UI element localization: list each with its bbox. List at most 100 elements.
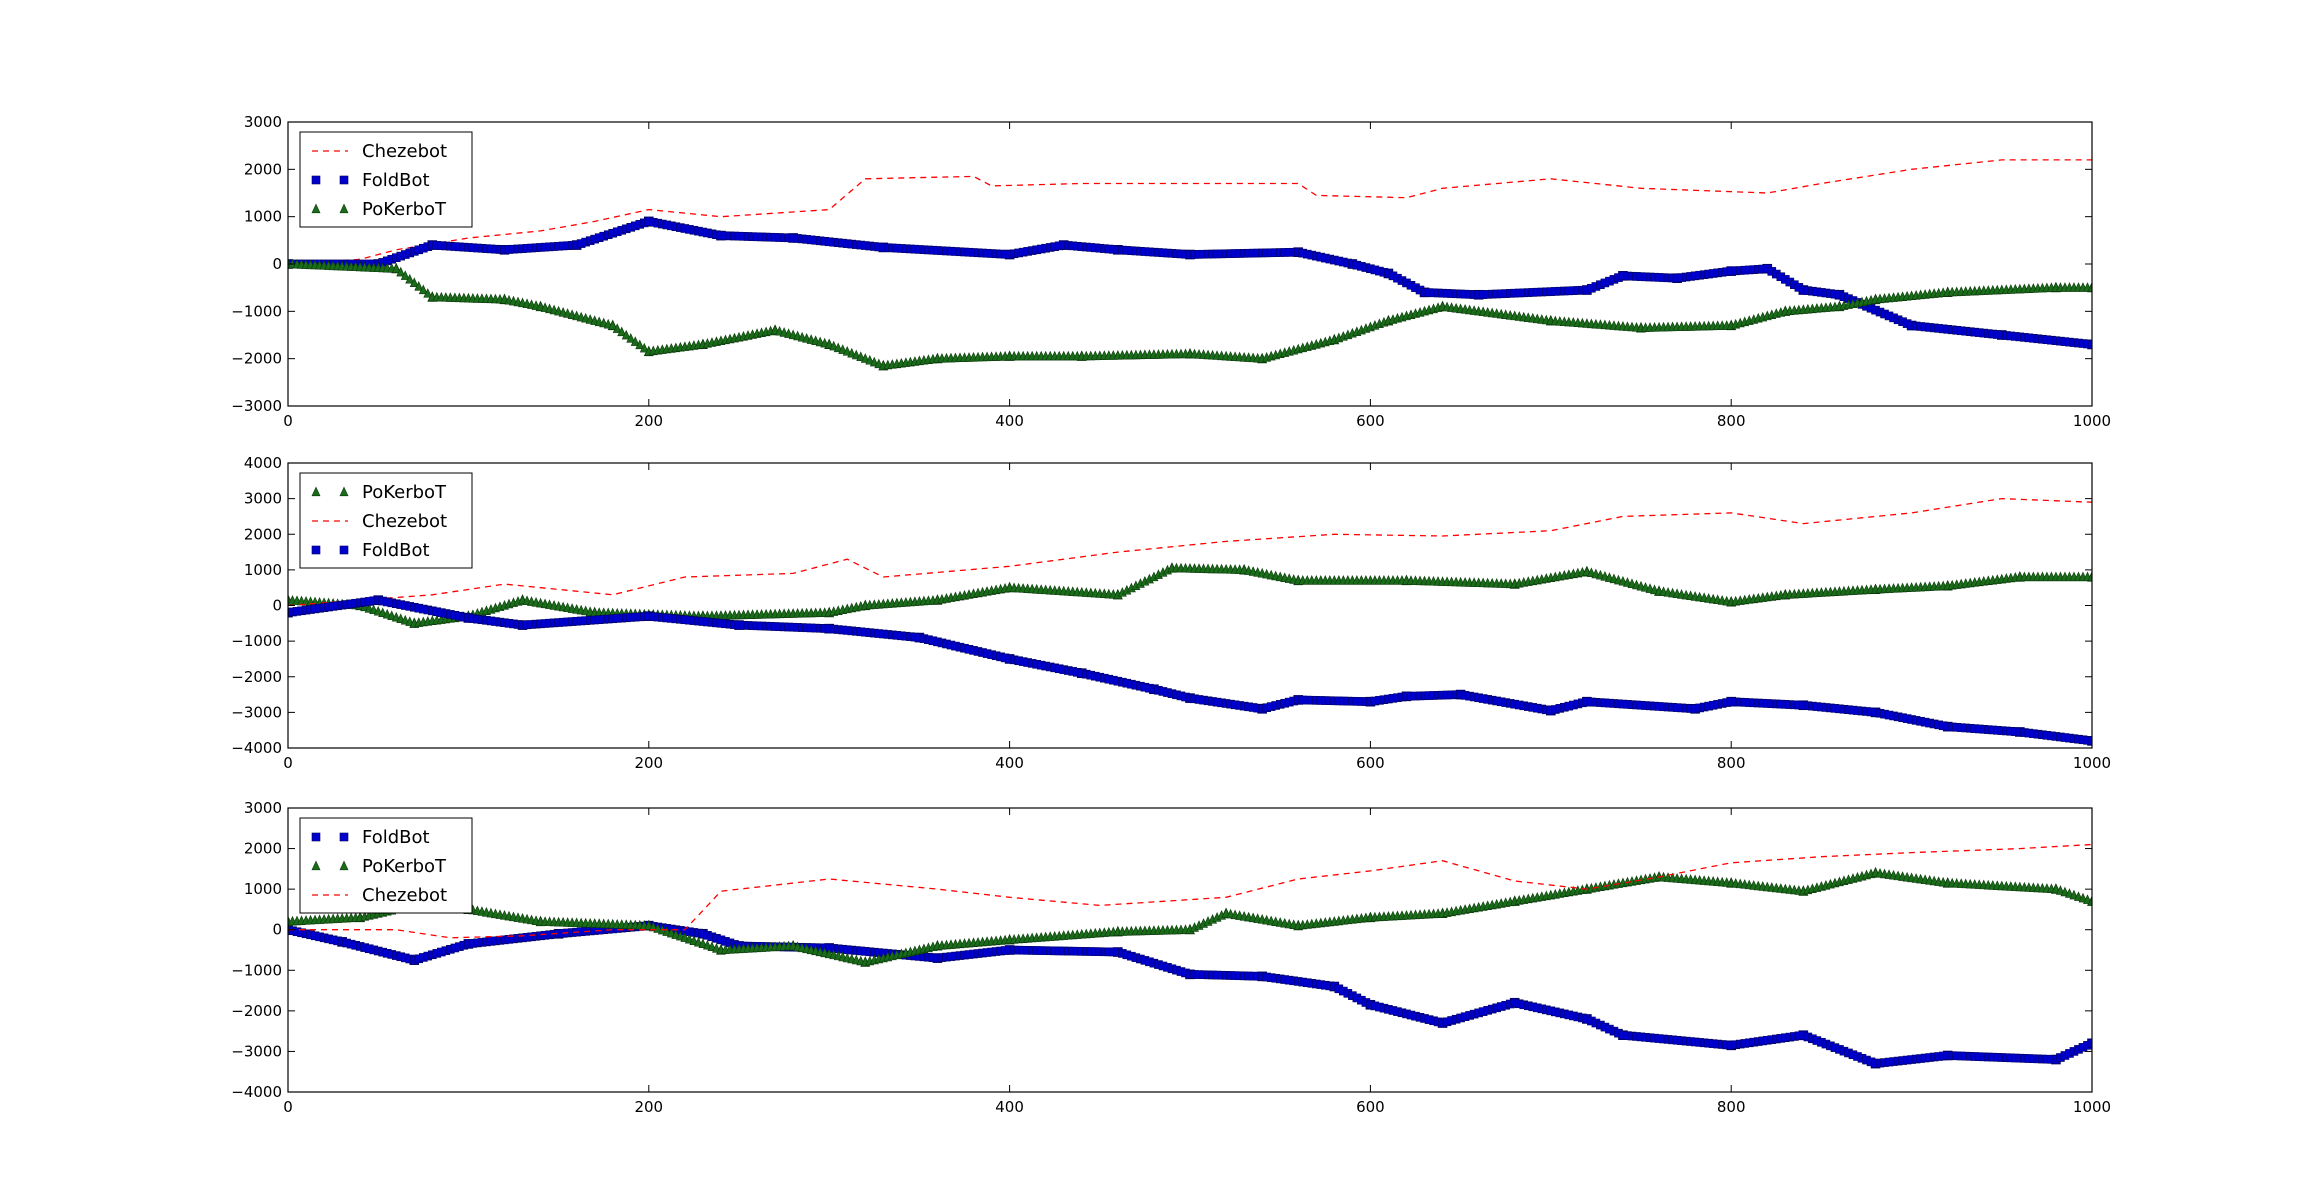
legend-label: Chezebot: [362, 511, 447, 532]
y-tick-label: 0: [272, 921, 282, 939]
plot-area-2: [288, 497, 2092, 746]
legend-3: FoldBot PoKerboT Chezebot: [299, 817, 473, 914]
legend-item-foldbot: FoldBot: [311, 540, 430, 561]
chart-panel-3: 0 200 400 600 800 1000 −4000 −3000 −2000 −1000 0 10…: [231, 799, 2111, 1116]
legend-swatch: [339, 860, 349, 871]
series-pokerbot: [288, 562, 2092, 628]
y-tick-label: −2000: [231, 1002, 282, 1020]
marker-pokerbot: [409, 277, 419, 288]
x-tick-label: 800: [1717, 754, 1746, 772]
marker-pokerbot: [838, 344, 848, 354]
legend-label: PoKerboT: [362, 482, 447, 503]
x-tick-label: 400: [995, 412, 1024, 430]
series-foldbot: [288, 216, 2092, 350]
series-pokerbot: [288, 866, 2092, 967]
y-tick-label: −1000: [231, 632, 282, 650]
x-tick-label: 600: [1356, 1098, 1385, 1116]
marker-pokerbot: [400, 270, 410, 280]
x-tick-label: 1000: [2073, 412, 2111, 430]
marker-pokerbot: [617, 326, 627, 337]
legend-item-chezebot: Chezebot: [312, 511, 447, 532]
legend-box: [299, 131, 473, 228]
series-chezebot: [288, 159, 2092, 265]
legend-label: Chezebot: [362, 885, 447, 906]
marker-pokerbot: [2087, 571, 2092, 582]
y-tick-label: −3000: [231, 397, 282, 415]
marker-pokerbot: [630, 336, 640, 346]
legend-item-pokerbot: PoKerboT: [311, 856, 447, 877]
y-tick-label: −1000: [231, 302, 282, 320]
y-tick-label: 0: [272, 255, 282, 273]
series-chezebot: [288, 843, 2092, 939]
legend-label: FoldBot: [362, 170, 430, 191]
marker-pokerbot: [865, 354, 875, 365]
legend-item-chezebot: Chezebot: [312, 885, 447, 906]
y-tick-label: 1000: [244, 561, 282, 579]
legend-label: FoldBot: [362, 827, 430, 848]
marker-pokerbot: [2087, 282, 2092, 292]
marker-pokerbot: [414, 280, 424, 291]
plot-area-1: [288, 159, 2092, 371]
marker-pokerbot: [405, 273, 415, 284]
legend-swatch: [311, 486, 321, 497]
chart-panel-1: 0 200 400 600 800 1000 −3000 −2000 −1000 0 1000 200…: [231, 113, 2111, 430]
marker-foldbot: [2087, 736, 2092, 746]
legend-swatch: [311, 175, 321, 185]
legend-item-chezebot: Chezebot: [312, 141, 447, 162]
series-chezebot-line: [288, 843, 2092, 939]
legend-label: PoKerboT: [362, 856, 447, 877]
legend-item-pokerbot: PoKerboT: [311, 199, 447, 220]
legend-swatch: [311, 203, 321, 214]
marker-pokerbot: [608, 320, 618, 330]
marker-pokerbot: [418, 284, 428, 295]
legend-2: PoKerboT Chezebot FoldBot: [299, 472, 473, 569]
legend-item-foldbot: FoldBot: [311, 827, 430, 848]
marker-pokerbot: [869, 356, 879, 367]
x-tick-label: 1000: [2073, 754, 2111, 772]
y-tick-label: 1000: [244, 208, 282, 226]
plot-area-3: [288, 843, 2092, 1069]
marker-pokerbot: [842, 346, 852, 356]
marker-pokerbot: [829, 340, 839, 351]
y-tick-label: 1000: [244, 880, 282, 898]
y-tick-label: −3000: [231, 703, 282, 721]
marker-pokerbot: [874, 358, 884, 369]
x-tick-label: 400: [995, 754, 1024, 772]
y-tick-label: 4000: [244, 454, 282, 472]
y-tick-label: −1000: [231, 961, 282, 979]
x-tick-label: 600: [1356, 754, 1385, 772]
y-tick-label: −4000: [231, 739, 282, 757]
y-tick-label: 2000: [244, 525, 282, 543]
legend-swatch: [339, 545, 349, 555]
x-tick-label: 0: [283, 1098, 293, 1116]
marker-foldbot: [2087, 340, 2092, 349]
marker-pokerbot: [2087, 895, 2092, 906]
legend-item-pokerbot: PoKerboT: [311, 482, 447, 503]
x-tick-label: 200: [634, 1098, 663, 1116]
y-tick-label: 2000: [244, 160, 282, 178]
marker-pokerbot: [824, 338, 834, 349]
y-tick-label: −2000: [231, 668, 282, 686]
series-chezebot: [288, 497, 2092, 607]
axes-frame-3: [287, 807, 2093, 1093]
legend-swatch: [311, 545, 321, 555]
y-tick-label: 3000: [244, 490, 282, 508]
y-tick-label: 3000: [244, 113, 282, 131]
y-tick-label: 2000: [244, 840, 282, 858]
x-tick-label: 400: [995, 1098, 1024, 1116]
marker-pokerbot: [635, 339, 645, 350]
marker-pokerbot: [851, 349, 861, 360]
marker-pokerbot: [856, 351, 866, 361]
series-pokerbot: [288, 258, 2092, 371]
axes-frame-1: [287, 121, 2093, 407]
legend-swatch: [339, 832, 349, 842]
x-tick-label: 1000: [2073, 1098, 2111, 1116]
series-chezebot-line: [288, 159, 2092, 265]
marker-pokerbot: [621, 329, 631, 340]
x-tick-label: 800: [1717, 412, 1746, 430]
legend-swatch: [311, 832, 321, 842]
legend-swatch: [339, 203, 349, 214]
series-foldbot: [288, 595, 2092, 746]
chart-panel-2: 0 200 400 600 800 1000 −4000 −3000 −2000 −1000 0 10…: [231, 454, 2111, 772]
